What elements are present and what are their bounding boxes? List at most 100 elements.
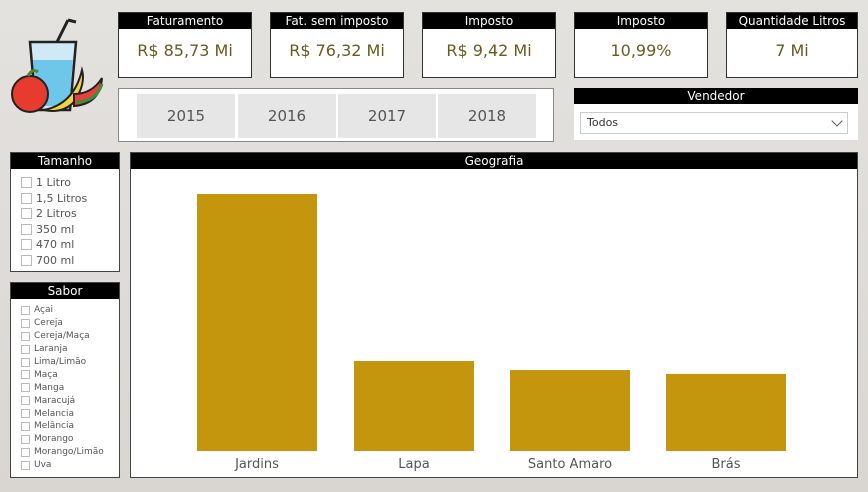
sabor-option-label: Lima/Limão bbox=[34, 357, 87, 367]
kpi-quantidade-litros: Quantidade Litros 7 Mi bbox=[726, 12, 858, 78]
tamanho-option[interactable]: 700 ml bbox=[21, 253, 119, 269]
x-tick-label: Brás bbox=[711, 457, 740, 472]
checkbox[interactable] bbox=[21, 192, 32, 204]
year-slicer: 2015 2016 2017 2018 bbox=[118, 88, 554, 142]
kpi-title: Quantidade Litros bbox=[727, 13, 857, 29]
tamanho-option-label: 1,5 Litros bbox=[36, 191, 88, 205]
kpi-faturamento: Faturamento R$ 85,73 Mi bbox=[118, 12, 252, 78]
checkbox[interactable] bbox=[21, 331, 30, 341]
kpi-value: 7 Mi bbox=[775, 41, 809, 60]
checkbox[interactable] bbox=[21, 254, 32, 266]
x-tick-label: Lapa bbox=[398, 457, 429, 472]
checkbox[interactable] bbox=[21, 370, 30, 380]
checkbox[interactable] bbox=[21, 421, 30, 431]
kpi-title: Imposto bbox=[575, 13, 707, 29]
sabor-option[interactable]: Cereja/Maça bbox=[21, 330, 119, 343]
kpi-imposto-percent: Imposto 10,99% bbox=[574, 12, 708, 78]
tamanho-option-label: 470 ml bbox=[36, 238, 75, 252]
tamanho-option-label: 2 Litros bbox=[36, 207, 77, 221]
sabor-option[interactable]: Melancia bbox=[21, 407, 119, 420]
checkbox[interactable] bbox=[21, 383, 30, 393]
chevron-down-icon bbox=[831, 115, 843, 127]
checkbox[interactable] bbox=[21, 208, 32, 220]
tamanho-option-label: 1 Litro bbox=[36, 176, 72, 190]
checkbox[interactable] bbox=[21, 357, 30, 367]
sabor-option-label: Cereja bbox=[34, 318, 63, 329]
tamanho-title: Tamanho bbox=[11, 153, 119, 169]
kpi-imposto: Imposto R$ 9,42 Mi bbox=[422, 12, 556, 78]
sabor-option[interactable]: Morango bbox=[21, 433, 119, 446]
sabor-option-label: Maça bbox=[34, 369, 58, 380]
kpi-value: R$ 9,42 Mi bbox=[446, 41, 532, 60]
sabor-option-label: Melância bbox=[34, 421, 74, 432]
x-tick-label: Jardins bbox=[234, 457, 279, 472]
year-button-2018[interactable]: 2018 bbox=[438, 94, 536, 138]
kpi-title: Imposto bbox=[423, 13, 555, 29]
checkbox[interactable] bbox=[21, 409, 30, 419]
vendedor-dropdown[interactable]: Todos bbox=[580, 112, 848, 134]
vendedor-selected: Todos bbox=[587, 116, 619, 129]
sabor-option[interactable]: Morango/Limão bbox=[21, 446, 119, 459]
kpi-value: R$ 85,73 Mi bbox=[137, 41, 233, 60]
sabor-list: Açai Cereja Cereja/Maça Laranja Lima/Limão Ma… bbox=[11, 299, 119, 472]
vendedor-title: Vendedor bbox=[574, 88, 858, 104]
kpi-title: Faturamento bbox=[119, 13, 251, 29]
x-tick-label: Santo Amaro bbox=[528, 457, 612, 472]
juice-fruit-logo-icon bbox=[11, 18, 104, 113]
sabor-option-label: Morango/Limão bbox=[34, 447, 104, 458]
sabor-option[interactable]: Melância bbox=[21, 420, 119, 433]
sabor-option[interactable]: Maracujá bbox=[21, 394, 119, 407]
sabor-option[interactable]: Lima/Limão bbox=[21, 356, 119, 369]
tamanho-option[interactable]: 2 Litros bbox=[21, 206, 119, 222]
sabor-option-label: Manga bbox=[34, 382, 65, 393]
kpi-value: 10,99% bbox=[610, 41, 672, 60]
sabor-option[interactable]: Maça bbox=[21, 368, 119, 381]
sabor-slicer: Sabor Açai Cereja Cereja/Maça Laranja Lima/L… bbox=[10, 282, 120, 478]
geografia-bar-chart: Jardins Lapa Santo Amaro Brás bbox=[197, 194, 786, 472]
sabor-option[interactable]: Açai bbox=[21, 304, 119, 317]
geografia-chart-panel: Geografia Jardins Lapa Santo Amaro Brás bbox=[130, 152, 858, 478]
sabor-option-label: Laranja bbox=[34, 344, 68, 355]
year-button-2016[interactable]: 2016 bbox=[238, 94, 336, 138]
checkbox[interactable] bbox=[21, 177, 32, 189]
checkbox[interactable] bbox=[21, 318, 30, 328]
tamanho-option[interactable]: 470 ml bbox=[21, 237, 119, 253]
checkbox[interactable] bbox=[21, 460, 30, 470]
checkbox[interactable] bbox=[21, 396, 30, 406]
chart-title: Geografia bbox=[131, 153, 857, 169]
sabor-option-label: Uva bbox=[34, 460, 52, 471]
kpi-fat-sem-imposto: Fat. sem imposto R$ 76,32 Mi bbox=[270, 12, 404, 78]
sabor-option-label: Maracujá bbox=[34, 395, 76, 406]
sabor-option-label: Cereja/Maça bbox=[34, 331, 90, 342]
sabor-title: Sabor bbox=[11, 283, 119, 299]
bar-brás[interactable] bbox=[666, 373, 786, 451]
bar-lapa[interactable] bbox=[354, 361, 474, 451]
sabor-option[interactable]: Uva bbox=[21, 459, 119, 472]
tamanho-option[interactable]: 350 ml bbox=[21, 222, 119, 238]
tamanho-option-label: 700 ml bbox=[36, 253, 75, 267]
checkbox[interactable] bbox=[21, 434, 30, 444]
sabor-option[interactable]: Cereja bbox=[21, 317, 119, 330]
checkbox[interactable] bbox=[21, 305, 30, 315]
tamanho-option[interactable]: 1 Litro bbox=[21, 175, 119, 191]
checkbox[interactable] bbox=[21, 223, 32, 235]
year-button-2017[interactable]: 2017 bbox=[338, 94, 436, 138]
sabor-option-label: Morango bbox=[34, 434, 74, 445]
sabor-option[interactable]: Manga bbox=[21, 381, 119, 394]
kpi-title: Fat. sem imposto bbox=[271, 13, 403, 29]
tamanho-option-label: 350 ml bbox=[36, 222, 75, 236]
tamanho-slicer: Tamanho 1 Litro 1,5 Litros 2 Litros 350 ml 4… bbox=[10, 152, 120, 272]
checkbox[interactable] bbox=[21, 239, 32, 251]
tamanho-list: 1 Litro 1,5 Litros 2 Litros 350 ml 470 ml 700… bbox=[11, 169, 119, 268]
kpi-value: R$ 76,32 Mi bbox=[289, 41, 385, 60]
tamanho-option[interactable]: 1,5 Litros bbox=[21, 191, 119, 207]
checkbox[interactable] bbox=[21, 344, 30, 354]
vendedor-slicer: Vendedor Todos bbox=[574, 88, 858, 140]
year-button-2015[interactable]: 2015 bbox=[137, 94, 235, 138]
checkbox[interactable] bbox=[21, 447, 30, 457]
bar-jardins[interactable] bbox=[197, 194, 317, 451]
sabor-option[interactable]: Laranja bbox=[21, 343, 119, 356]
sabor-option-label: Açai bbox=[34, 305, 53, 316]
bar-santo-amaro[interactable] bbox=[510, 370, 630, 451]
sabor-option-label: Melancia bbox=[34, 408, 74, 419]
